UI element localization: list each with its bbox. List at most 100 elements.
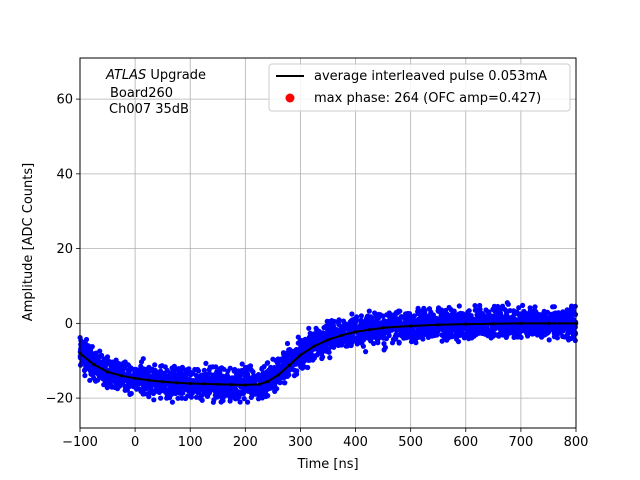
average-pulse-point <box>367 328 371 332</box>
y-tick-label: 0 <box>65 317 73 332</box>
average-pulse-point <box>464 322 468 326</box>
average-pulse-point <box>230 383 234 387</box>
scatter-point <box>171 363 177 369</box>
scatter-point <box>419 329 425 335</box>
scatter-point <box>492 313 498 319</box>
scatter-point <box>483 326 489 333</box>
average-pulse-point <box>409 324 413 328</box>
scatter-point <box>569 303 575 309</box>
average-pulse-point <box>106 370 110 374</box>
scatter-point <box>237 399 243 405</box>
scatter-point <box>321 344 328 350</box>
x-tick-label: 600 <box>453 435 478 450</box>
x-tick-label: 500 <box>398 435 423 450</box>
legend-label-average: average interleaved pulse 0.053mA <box>314 69 547 84</box>
scatter-point <box>287 347 293 353</box>
scatter-point <box>152 362 158 368</box>
scatter-point <box>180 390 186 396</box>
scatter-point <box>386 318 392 324</box>
scatter-point <box>147 381 153 387</box>
scatter-point <box>557 325 563 331</box>
annotation-upgrade: Upgrade <box>146 68 206 83</box>
scatter-point <box>359 340 365 346</box>
scatter-point <box>267 367 273 373</box>
scatter-point <box>129 381 135 387</box>
scatter-point <box>487 328 493 334</box>
scatter-point <box>176 366 182 372</box>
scatter-point <box>295 334 301 340</box>
scatter-point <box>433 317 439 323</box>
scatter-point <box>156 389 162 395</box>
scatter-point <box>99 361 105 367</box>
scatter-point <box>550 317 557 323</box>
scatter-point <box>199 392 205 398</box>
scatter-point <box>235 368 241 374</box>
scatter-point <box>483 331 489 337</box>
scatter-point <box>479 330 485 336</box>
scatter-point <box>88 371 94 377</box>
scatter-point <box>225 390 231 396</box>
scatter-point <box>349 318 355 324</box>
average-pulse-point <box>326 338 330 342</box>
scatter-point <box>411 313 417 320</box>
scatter-point <box>175 395 181 401</box>
scatter-point <box>491 308 497 314</box>
scatter-point <box>245 371 251 377</box>
scatter-point <box>221 366 227 372</box>
scatter-point <box>546 316 553 322</box>
scatter-point <box>429 333 435 339</box>
scatter-point <box>209 386 215 392</box>
average-pulse-point <box>147 378 151 382</box>
average-pulse-point <box>188 381 192 386</box>
scatter-point <box>306 325 312 331</box>
scatter-point <box>235 389 241 395</box>
scatter-point <box>169 399 175 405</box>
scatter-point <box>303 340 309 346</box>
scatter-point <box>546 337 552 343</box>
scatter-point <box>545 326 551 332</box>
scatter-point <box>426 316 432 322</box>
scatter-point <box>259 385 266 391</box>
scatter-point <box>320 354 326 360</box>
scatter-point <box>248 375 254 381</box>
scatter-point <box>178 385 184 391</box>
scatter-point <box>506 325 512 331</box>
scatter-point <box>357 318 363 324</box>
scatter-point <box>82 348 88 354</box>
scatter-point <box>194 384 200 390</box>
scatter-point <box>145 391 151 397</box>
scatter-point <box>477 302 483 309</box>
scatter-point <box>162 364 168 370</box>
scatter-point <box>294 371 300 377</box>
scatter-point <box>451 311 457 317</box>
scatter-point <box>326 346 332 352</box>
scatter-point <box>463 327 470 333</box>
scatter-point <box>456 311 462 317</box>
y-tick-label: 20 <box>56 242 73 257</box>
scatter-point <box>284 340 291 347</box>
scatter-point <box>550 304 556 310</box>
average-pulse-point <box>216 382 220 386</box>
scatter-point <box>186 366 192 372</box>
scatter-point <box>153 369 159 375</box>
average-pulse-point <box>92 362 96 367</box>
scatter-point <box>465 333 471 339</box>
scatter-point <box>127 391 133 397</box>
scatter-point <box>306 357 313 363</box>
x-tick-label: 300 <box>288 435 313 450</box>
scatter-point <box>203 360 209 366</box>
scatter-point <box>135 369 142 375</box>
scatter-point <box>213 393 219 399</box>
scatter-point <box>407 311 413 317</box>
scatter-point <box>522 315 528 321</box>
scatter-point <box>435 308 441 314</box>
scatter-point <box>297 348 303 354</box>
scatter-point <box>507 315 513 321</box>
average-pulse-point <box>519 321 523 325</box>
scatter-point <box>279 356 285 362</box>
scatter-point <box>282 352 288 358</box>
scatter-point <box>525 333 531 339</box>
scatter-point <box>461 332 467 338</box>
scatter-point <box>140 387 146 393</box>
scatter-point <box>245 399 251 405</box>
